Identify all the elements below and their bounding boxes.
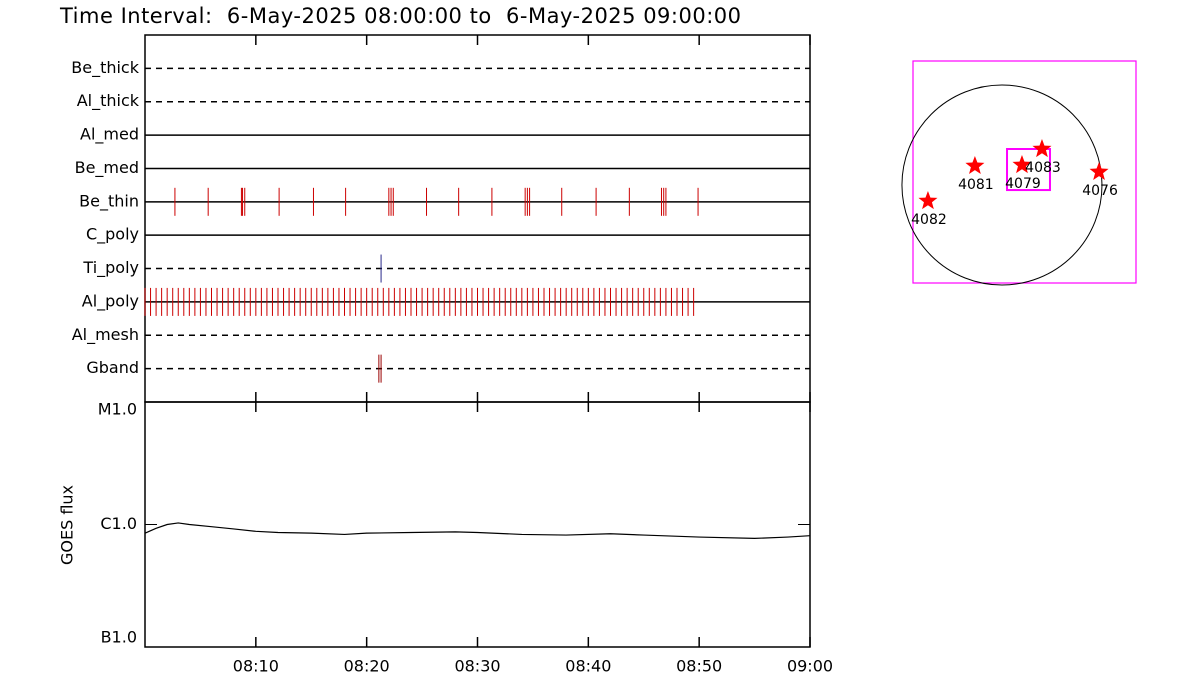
goes-frame bbox=[144, 401, 811, 648]
row-label: Gband bbox=[86, 358, 139, 377]
chart-title: Time Interval: 6-May-2025 08:00:00 to 6-… bbox=[59, 4, 742, 28]
region-label: 4082 bbox=[911, 212, 947, 228]
field-of-view bbox=[1006, 148, 1051, 192]
goes-curve bbox=[144, 522, 811, 540]
row-label: Ti_poly bbox=[82, 258, 139, 278]
row-label: Be_med bbox=[75, 158, 139, 178]
x-tick-label: 08:50 bbox=[676, 657, 722, 676]
row-label: Al_poly bbox=[82, 291, 139, 311]
active-region bbox=[1012, 155, 1032, 174]
region-label: 4081 bbox=[958, 177, 994, 193]
y-tick-label: M1.0 bbox=[98, 400, 137, 419]
row-label: Be_thick bbox=[71, 58, 139, 78]
x-tick-label: 08:10 bbox=[233, 657, 279, 676]
map-frame bbox=[912, 60, 1137, 284]
x-tick-label: 08:30 bbox=[454, 657, 500, 676]
active-region bbox=[1032, 139, 1052, 158]
row-label: Al_thick bbox=[77, 91, 140, 111]
x-tick-label: 08:20 bbox=[344, 657, 390, 676]
row-label: Be_thin bbox=[79, 191, 139, 211]
region-label: 4083 bbox=[1025, 160, 1061, 176]
y-axis-label: GOES flux bbox=[58, 485, 77, 565]
x-tick-label: 09:00 bbox=[787, 657, 833, 676]
active-region bbox=[965, 155, 985, 175]
x-tick-label: 08:40 bbox=[565, 657, 611, 676]
region-label: 4079 bbox=[1005, 176, 1041, 192]
y-tick-label: B1.0 bbox=[101, 628, 137, 647]
active-region bbox=[918, 191, 938, 210]
region-label: 4076 bbox=[1082, 183, 1118, 199]
timeline-frame bbox=[144, 34, 811, 403]
y-tick-label: C1.0 bbox=[100, 514, 137, 533]
row-label: Al_mesh bbox=[72, 325, 139, 345]
row-label: C_poly bbox=[86, 225, 139, 245]
row-label: Al_med bbox=[80, 125, 139, 145]
solar-disk bbox=[901, 84, 1103, 286]
active-region bbox=[1089, 161, 1109, 181]
